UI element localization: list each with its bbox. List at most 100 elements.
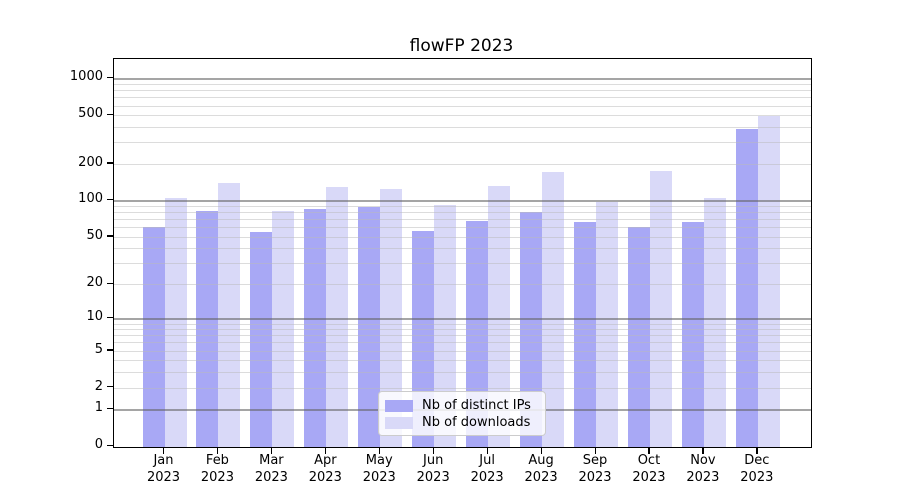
- bar-feb-downloads: [218, 183, 241, 447]
- x-tick-year: 2023: [254, 470, 288, 485]
- x-tick-year: 2023: [200, 470, 234, 485]
- x-tick-mark-jun: [432, 447, 435, 454]
- x-tick-label-apr: Apr 2023: [285, 452, 365, 486]
- legend-label-distinct-ips: Nb of distinct IPs: [422, 398, 531, 413]
- gridline-minor-3: [114, 372, 811, 374]
- bar-oct-distinct-ips: [627, 227, 650, 447]
- y-tick-label-1000: 1000: [69, 69, 103, 85]
- bar-apr-distinct-ips: [304, 209, 327, 447]
- x-tick-label-nov: Nov 2023: [663, 452, 743, 486]
- gridline-minor-200: [114, 163, 811, 165]
- x-tick-label-aug: Aug 2023: [501, 452, 581, 486]
- gridline-minor-900: [114, 84, 811, 86]
- x-tick-mark-aug: [540, 447, 542, 454]
- gridline-minor-30: [114, 263, 811, 265]
- x-tick-mark-mar: [270, 447, 273, 454]
- x-tick-month: Feb: [205, 453, 229, 468]
- y-tick-mark-1000: [107, 76, 113, 79]
- legend: Nb of distinct IPs Nb of downloads: [378, 391, 546, 436]
- x-tick-year: 2023: [740, 470, 774, 485]
- y-tick-mark-0: [107, 444, 113, 446]
- y-tick-label-100: 100: [78, 191, 103, 207]
- bar-jan-distinct-ips: [142, 227, 165, 447]
- x-tick-month: Oct: [637, 453, 661, 468]
- y-tick-label-0: 0: [94, 437, 103, 452]
- y-tick-mark-10: [107, 316, 113, 319]
- x-tick-year: 2023: [632, 470, 666, 485]
- y-tick-label-1: 1: [94, 400, 103, 416]
- x-tick-mark-dec: [756, 447, 758, 454]
- y-tick-mark-20: [107, 282, 113, 284]
- y-tick-label-200: 200: [78, 154, 103, 170]
- x-tick-mark-may: [378, 447, 381, 454]
- gridline-minor-20: [114, 284, 811, 286]
- y-tick-mark-500: [107, 113, 113, 116]
- y-tick-label-2: 2: [94, 378, 103, 394]
- x-tick-label-may: May 2023: [339, 452, 419, 486]
- gridline-minor-8: [114, 329, 811, 331]
- gridline-minor-90: [114, 206, 811, 208]
- bar-nov-downloads: [703, 197, 726, 447]
- legend-row-downloads: Nb of downloads: [385, 414, 537, 431]
- gridline-minor-7: [114, 335, 811, 337]
- x-tick-month: Jan: [153, 453, 174, 468]
- x-tick-year: 2023: [524, 470, 558, 485]
- x-tick-year: 2023: [146, 470, 181, 485]
- x-tick-year: 2023: [416, 470, 450, 485]
- bar-jan-downloads: [164, 198, 187, 447]
- bar-aug-downloads: [542, 172, 565, 447]
- x-tick-label-mar: Mar 2023: [231, 452, 311, 486]
- x-tick-label-dec: Dec 2023: [717, 452, 797, 486]
- y-tick-mark-5: [107, 349, 113, 351]
- bar-may-distinct-ips: [358, 206, 381, 447]
- x-tick-mark-feb: [216, 447, 219, 454]
- bar-dec-downloads: [757, 115, 780, 447]
- x-tick-label-feb: Feb 2023: [177, 452, 257, 486]
- bar-jul-distinct-ips: [466, 220, 489, 447]
- bar-sep-distinct-ips: [574, 221, 597, 447]
- gridline-minor-50: [114, 236, 811, 238]
- x-tick-label-jun: Jun 2023: [393, 452, 473, 486]
- gridline-minor-2: [114, 387, 811, 389]
- legend-label-downloads: Nb of downloads: [422, 415, 531, 430]
- gridline-minor-400: [114, 127, 811, 129]
- y-tick-mark-200: [107, 162, 113, 164]
- x-tick-month: Apr: [314, 453, 337, 468]
- x-tick-month: Sep: [582, 453, 608, 468]
- y-tick-mark-1: [107, 407, 113, 409]
- bar-jul-downloads: [488, 186, 511, 447]
- gridline-major-100: [114, 200, 811, 202]
- x-tick-label-sep: Sep 2023: [555, 452, 635, 486]
- gridline-minor-6: [114, 342, 811, 344]
- y-tick-mark-50: [107, 235, 113, 237]
- x-tick-month: May: [365, 453, 393, 468]
- gridline-minor-9: [114, 323, 811, 325]
- gridline-minor-80: [114, 212, 811, 214]
- x-tick-label-jul: Jul 2023: [447, 452, 527, 486]
- gridline-minor-60: [114, 227, 811, 229]
- gridline-minor-800: [114, 90, 811, 92]
- x-tick-label-oct: Oct 2023: [609, 452, 689, 486]
- y-tick-label-50: 50: [86, 227, 103, 243]
- x-tick-month: Aug: [528, 453, 554, 468]
- x-tick-year: 2023: [308, 470, 342, 485]
- x-tick-year: 2023: [470, 470, 504, 485]
- gridline-minor-70: [114, 219, 811, 221]
- x-tick-month: Jul: [479, 453, 495, 468]
- x-tick-mark-nov: [702, 447, 704, 454]
- gridline-major-1000: [114, 78, 811, 80]
- x-tick-month: Nov: [690, 453, 716, 468]
- x-tick-year: 2023: [686, 470, 720, 485]
- y-tick-mark-100: [107, 198, 113, 201]
- y-tick-label-20: 20: [86, 275, 103, 291]
- x-tick-month: Jun: [423, 453, 444, 468]
- x-tick-year: 2023: [578, 470, 612, 485]
- bar-may-downloads: [380, 189, 403, 447]
- gridline-minor-600: [114, 105, 811, 107]
- gridline-minor-500: [114, 115, 811, 117]
- gridline-minor-5: [114, 350, 811, 352]
- bar-nov-distinct-ips: [681, 221, 704, 447]
- y-tick-mark-2: [107, 386, 113, 388]
- x-tick-label-jan: Jan 2023: [124, 452, 204, 486]
